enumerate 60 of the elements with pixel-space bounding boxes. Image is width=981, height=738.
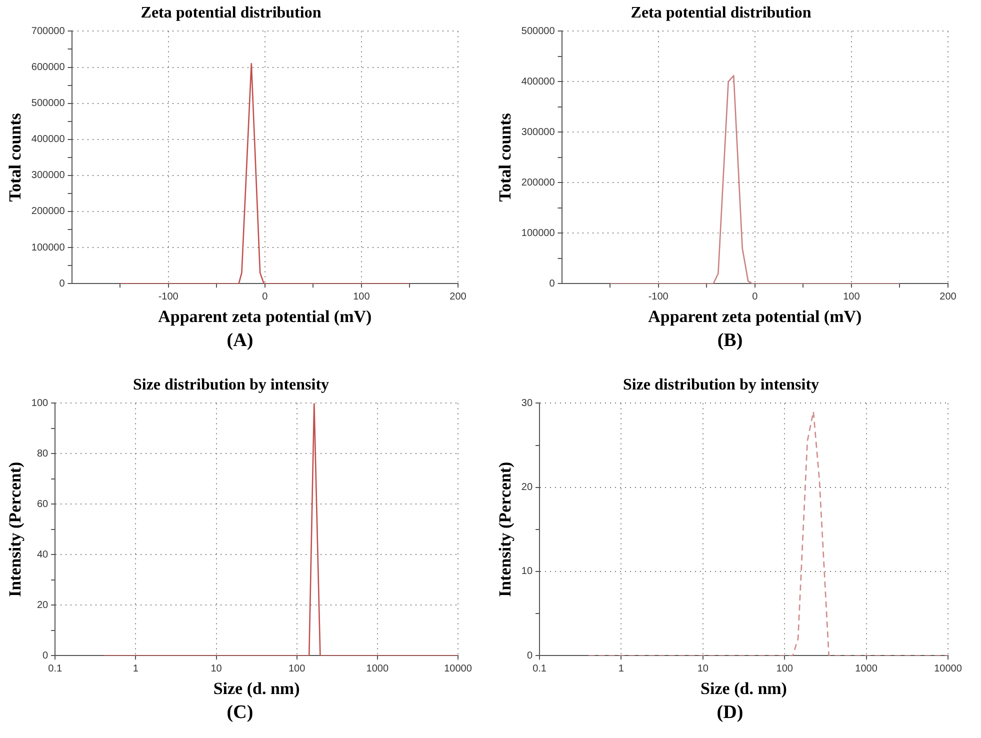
y-tick-label: 500000 [521, 26, 556, 37]
x-tick-label: 0 [262, 291, 268, 302]
x-tick-label: 100 [288, 663, 306, 674]
x-tick-label: 1 [132, 663, 139, 674]
y-tick-label: 100000 [31, 242, 66, 254]
y-tick-label: 0 [549, 278, 556, 290]
x-tick-label: 10000 [444, 663, 472, 674]
y-tick-label: 20 [36, 600, 49, 611]
y-tick-label: 80 [36, 448, 49, 460]
y-axis-title: Total counts [6, 112, 25, 202]
x-tick-label: 100 [353, 291, 370, 302]
x-axis-title: Size (d. nm) [700, 679, 787, 698]
y-axis-title: Total counts [496, 112, 515, 202]
text: (D) [716, 702, 744, 724]
text: (C) [226, 702, 254, 724]
chart-title: Size distribution by intensity [132, 376, 330, 394]
chart-title: Zeta potential distribution [630, 4, 812, 22]
y-tick-label: 40 [36, 549, 49, 560]
text: (A) [226, 330, 254, 352]
y-tick-label: 600000 [31, 62, 66, 74]
y-tick-label: 400000 [31, 134, 66, 146]
y-tick-label: 200000 [521, 177, 556, 188]
y-tick-label: 100 [31, 398, 49, 409]
y-tick-label: 300000 [521, 126, 556, 138]
y-tick-label: 0 [526, 650, 533, 662]
x-tick-label: 200 [450, 291, 467, 302]
x-tick-label: 100 [843, 291, 860, 302]
y-tick-label: 30 [521, 398, 533, 409]
x-tick-label: 10000 [934, 663, 962, 674]
y-tick-label: 300000 [31, 170, 66, 182]
x-tick-label: 0.1 [48, 663, 62, 674]
x-tick-label: 100 [776, 663, 794, 674]
x-axis-title: Apparent zeta potential (mV) [648, 307, 862, 326]
y-tick-label: 10 [521, 566, 533, 578]
x-tick-label: 10 [210, 663, 222, 674]
y-tick-label: 60 [36, 498, 49, 510]
y-tick-label: 0 [42, 650, 49, 662]
y-tick-label: 100000 [521, 228, 556, 239]
chart-title: Zeta potential distribution [140, 4, 322, 22]
x-tick-label: -100 [648, 291, 669, 302]
x-tick-label: -100 [158, 291, 179, 302]
y-tick-label: 200000 [31, 206, 66, 218]
y-tick-label: 20 [521, 482, 533, 494]
x-axis-title: Apparent zeta potential (mV) [158, 307, 372, 326]
y-axis-title: Intensity (Percent) [496, 462, 515, 597]
x-axis-title: Size (d. nm) [213, 679, 300, 698]
x-tick-label: 0 [752, 291, 758, 302]
y-tick-label: 500000 [31, 98, 66, 110]
x-tick-label: 0.1 [532, 663, 547, 674]
x-tick-label: 10 [697, 663, 709, 674]
y-tick-label: 0 [59, 278, 66, 290]
chart-title: Size distribution by intensity [622, 376, 820, 394]
x-tick-label: 1000 [366, 663, 389, 674]
y-axis-title: Intensity (Percent) [6, 462, 25, 597]
x-tick-label: 200 [940, 291, 957, 302]
x-tick-label: 1000 [855, 663, 878, 674]
text: (B) [716, 330, 744, 352]
y-tick-label: 700000 [31, 26, 66, 37]
x-tick-label: 1 [618, 663, 624, 674]
y-tick-label: 400000 [521, 76, 556, 88]
